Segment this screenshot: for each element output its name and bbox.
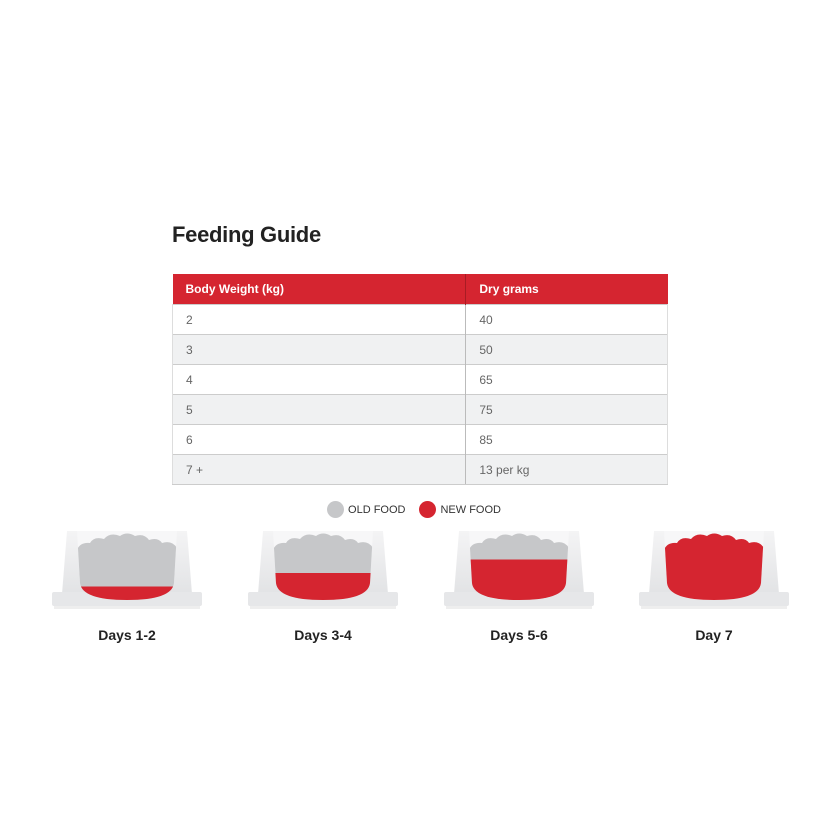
table-row: 4 65: [171, 364, 668, 395]
bowl-label: Day 7: [695, 627, 733, 643]
bowl-icon: [52, 531, 202, 609]
page-title: Feeding Guide: [172, 222, 321, 247]
bowl-4: Day 7: [639, 528, 789, 643]
body-weight-cell: 4: [171, 364, 467, 395]
header-body-weight: Body Weight (kg): [172, 274, 467, 305]
body-weight-cell: 7 +: [171, 454, 467, 485]
feeding-table: Body Weight (kg) Dry grams 2 40 3 50 4 65 5 75 6…: [171, 274, 668, 485]
bowl-1: Days 1-2: [52, 528, 202, 643]
legend-label: NEW FOOD: [440, 503, 501, 516]
dry-grams-cell: 85: [465, 424, 668, 455]
body-weight-cell: 5: [171, 394, 467, 425]
table-row: 5 75: [171, 394, 668, 425]
legend-new-food: NEW FOOD: [419, 501, 501, 518]
dry-grams-cell: 13 per kg: [465, 454, 668, 485]
bowl-icon: [248, 531, 398, 609]
body-weight-cell: 6: [171, 424, 467, 455]
new-food-fill: [664, 533, 764, 600]
table-row: 6 85: [171, 424, 668, 455]
old-food-dot-icon: [327, 501, 345, 518]
body-weight-cell: 3: [171, 334, 467, 365]
header-dry-grams: Dry grams: [465, 274, 668, 305]
legend-label: OLD FOOD: [348, 503, 406, 516]
dry-grams-cell: 50: [465, 334, 668, 365]
dry-grams-cell: 40: [465, 304, 668, 335]
legend: OLD FOOD NEW FOOD: [0, 501, 838, 518]
table-row: 3 50: [171, 334, 668, 365]
new-food-fill: [469, 559, 569, 600]
bowl-label: Days 3-4: [294, 627, 352, 643]
new-food-dot-icon: [419, 501, 437, 518]
bowl-2: Days 3-4: [248, 528, 398, 643]
bowl-icon: [444, 531, 594, 609]
new-food-fill: [273, 573, 373, 600]
dry-grams-cell: 65: [465, 364, 668, 395]
legend-old-food: OLD FOOD: [327, 501, 405, 518]
bowl-label: Days 5-6: [490, 627, 548, 643]
bowl-icon: [639, 531, 789, 609]
table-row: 2 40: [171, 304, 668, 335]
bowl-label: Days 1-2: [98, 627, 156, 643]
bowl-3: Days 5-6: [444, 528, 594, 643]
table-row: 7 +13 per kg: [171, 454, 668, 485]
body-weight-cell: 2: [171, 304, 467, 335]
new-food-fill: [77, 586, 177, 600]
dry-grams-cell: 75: [465, 394, 668, 425]
table-header-row: Body Weight (kg) Dry grams: [172, 274, 668, 305]
